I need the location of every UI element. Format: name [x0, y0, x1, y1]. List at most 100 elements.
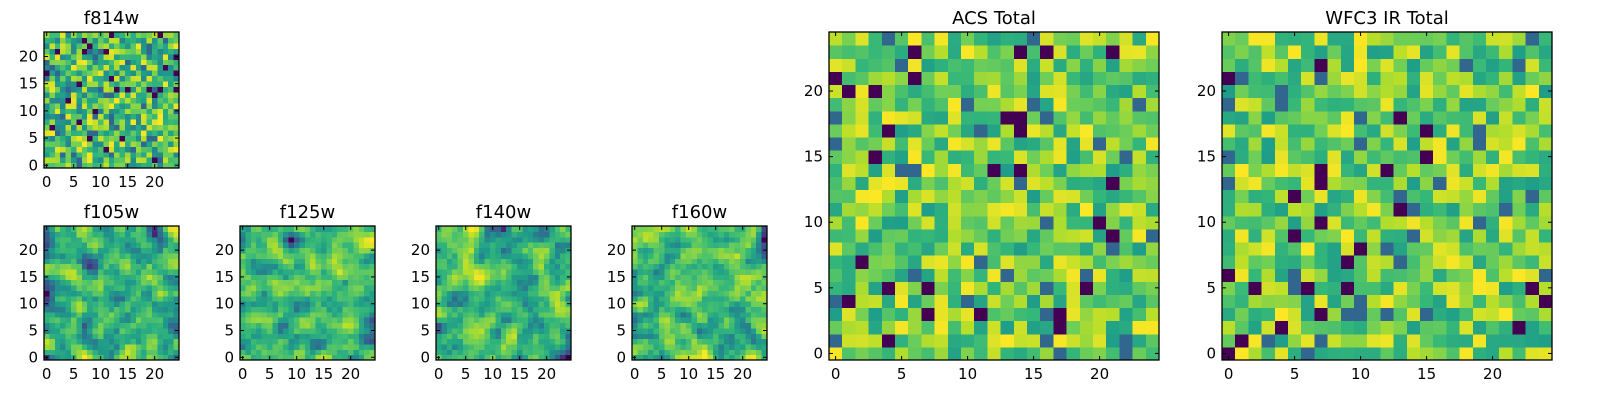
heatmap-cell	[1248, 294, 1263, 309]
heatmap-cell	[1013, 333, 1028, 348]
heatmap-cell	[1499, 189, 1513, 204]
heatmap-cell	[1093, 136, 1107, 151]
heatmap-cell	[1261, 110, 1276, 125]
heatmap-cell	[500, 290, 507, 297]
heatmap-cell	[1420, 281, 1434, 295]
heatmap-cell	[1406, 202, 1421, 217]
heatmap-cell	[1248, 84, 1263, 99]
x-tick-label: 10	[287, 365, 306, 383]
heatmap-cell	[1301, 189, 1315, 204]
heatmap-cell	[565, 268, 572, 275]
x-tick-label: 15	[314, 365, 333, 383]
heatmap-cell	[256, 242, 263, 249]
heatmap-cell	[1433, 71, 1447, 86]
heatmap-cell	[1079, 58, 1094, 72]
heatmap-cell	[908, 45, 922, 59]
heatmap-cell	[108, 317, 115, 324]
heatmap-cell	[98, 349, 104, 356]
heatmap-cell	[696, 226, 703, 232]
heatmap-cell	[256, 349, 263, 356]
heatmap-cell	[114, 80, 121, 87]
heatmap-cell	[686, 311, 692, 318]
heatmap-cell	[1027, 320, 1041, 335]
heatmap-cell	[500, 301, 507, 307]
heatmap-cell	[240, 290, 246, 297]
heatmap-cell	[81, 258, 88, 265]
heatmap-cell	[240, 268, 246, 275]
heatmap-cell	[60, 162, 67, 169]
heatmap-cell	[560, 231, 567, 238]
heatmap-cell	[157, 97, 164, 104]
heatmap-cell	[261, 333, 268, 340]
heatmap-cell	[740, 317, 746, 324]
heatmap-cell	[1027, 346, 1041, 361]
heatmap-cell	[653, 263, 660, 270]
heatmap-cell	[1446, 307, 1461, 322]
heatmap-cell	[125, 333, 131, 340]
heatmap-cell	[729, 311, 736, 318]
heatmap-cell	[756, 268, 763, 275]
heatmap-cell	[60, 306, 67, 313]
heatmap-cell	[135, 59, 142, 66]
heatmap-cell	[1499, 32, 1513, 46]
heatmap-cell	[479, 306, 486, 313]
heatmap-cell	[842, 123, 856, 138]
heatmap-cell	[87, 97, 94, 104]
heatmap-cell	[750, 242, 757, 249]
heatmap-cell	[495, 274, 502, 281]
heatmap-cell	[141, 37, 148, 44]
heatmap-cell	[157, 327, 164, 334]
heatmap-cell	[761, 290, 768, 297]
heatmap-cell	[1145, 346, 1160, 361]
heatmap-cell	[326, 295, 333, 302]
y-tick-label: 20	[19, 241, 38, 259]
heatmap-cell	[256, 226, 263, 232]
heatmap-cell	[723, 349, 730, 356]
heatmap-cell	[162, 327, 169, 334]
heatmap-cell	[495, 231, 502, 238]
heatmap-cell	[277, 279, 284, 286]
heatmap-cell	[549, 279, 556, 286]
heatmap-cell	[669, 290, 676, 297]
heatmap-cell	[108, 252, 115, 259]
heatmap-cell	[283, 343, 290, 350]
heatmap-cell	[565, 231, 572, 238]
heatmap-cell	[1367, 241, 1381, 256]
heatmap-cell	[490, 258, 496, 265]
heatmap-cell	[544, 263, 550, 270]
heatmap-cell	[506, 263, 513, 270]
heatmap-cell	[473, 338, 480, 345]
heatmap-cell	[146, 322, 153, 329]
heatmap-cell	[675, 354, 682, 361]
heatmap-cell	[468, 306, 475, 313]
heatmap-cell	[310, 343, 317, 350]
heatmap-cell	[468, 247, 475, 254]
heatmap-cell	[473, 268, 480, 275]
heatmap-cell	[256, 301, 263, 307]
heatmap-cell	[473, 252, 480, 259]
heatmap-cell	[921, 255, 936, 269]
heatmap-cell	[76, 146, 83, 153]
heatmap-cell	[544, 290, 550, 297]
heatmap-cell	[669, 306, 676, 313]
heatmap-cell	[342, 327, 349, 334]
heatmap-cell	[648, 242, 655, 249]
heatmap-cell	[479, 236, 486, 243]
heatmap-cell	[947, 202, 962, 217]
heatmap-cell	[436, 349, 442, 356]
heatmap-cell	[44, 242, 50, 249]
heatmap-cell	[125, 349, 131, 356]
heatmap-cell	[565, 252, 572, 259]
heatmap-cell	[146, 151, 153, 158]
heatmap-cell	[691, 274, 698, 281]
heatmap-cell	[1013, 97, 1028, 112]
heatmap-cell	[119, 274, 126, 281]
heatmap-cell	[146, 102, 153, 109]
heatmap-cell	[119, 301, 126, 307]
heatmap-cell	[1235, 333, 1249, 348]
heatmap-cell	[560, 322, 567, 329]
heatmap-cell	[533, 274, 540, 281]
heatmap-cell	[1327, 163, 1342, 177]
heatmap-cell	[522, 322, 529, 329]
